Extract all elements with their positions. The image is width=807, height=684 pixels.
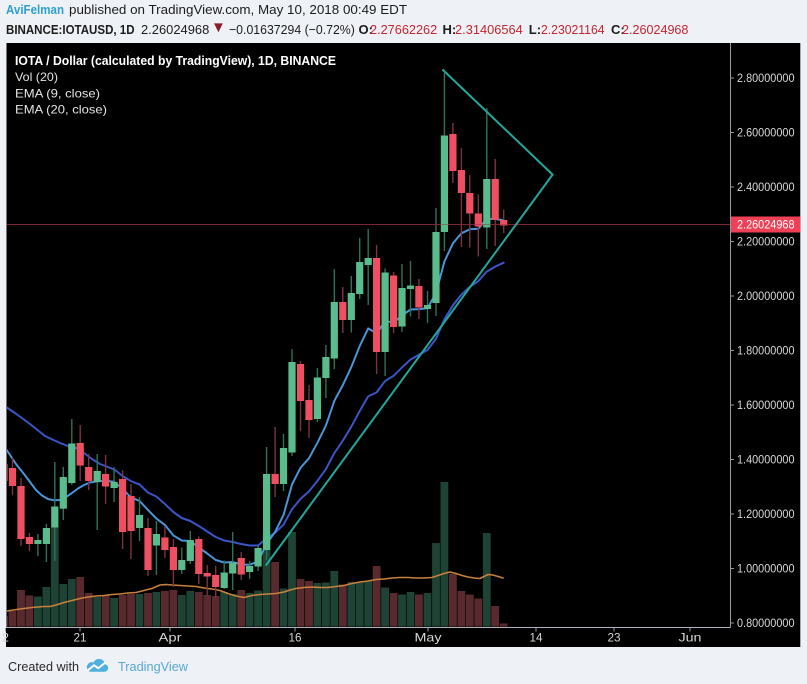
svg-text:1.00000000: 1.00000000 (737, 562, 795, 576)
svg-text:Jun: Jun (679, 631, 702, 645)
svg-text:1.60000000: 1.60000000 (737, 398, 795, 412)
svg-text:EMA (9, close): EMA (9, close) (15, 86, 100, 100)
svg-text:IOTA / Dollar (calculated by T: IOTA / Dollar (calculated by TradingView… (15, 53, 336, 68)
svg-text:May: May (415, 631, 442, 645)
svg-text:2.40000000: 2.40000000 (737, 180, 795, 194)
svg-text:1.40000000: 1.40000000 (737, 453, 795, 467)
svg-text:23: 23 (608, 631, 621, 645)
svg-text:2.26024968: 2.26024968 (737, 218, 795, 232)
svg-text:2: 2 (2, 631, 9, 645)
svg-text:1.80000000: 1.80000000 (737, 344, 795, 358)
svg-text:21: 21 (74, 631, 87, 645)
svg-text:1.20000000: 1.20000000 (737, 507, 795, 521)
svg-text:2.80000000: 2.80000000 (737, 71, 795, 85)
svg-text:14: 14 (530, 631, 543, 645)
svg-text:2.60000000: 2.60000000 (737, 126, 795, 140)
svg-text:2.00000000: 2.00000000 (737, 289, 795, 303)
svg-text:16: 16 (289, 631, 302, 645)
svg-text:0.80000000: 0.80000000 (737, 616, 795, 630)
svg-text:Vol (20): Vol (20) (15, 70, 58, 84)
svg-text:Apr: Apr (159, 631, 182, 645)
svg-text:EMA (20, close): EMA (20, close) (15, 103, 107, 117)
svg-text:2.20000000: 2.20000000 (737, 235, 795, 249)
